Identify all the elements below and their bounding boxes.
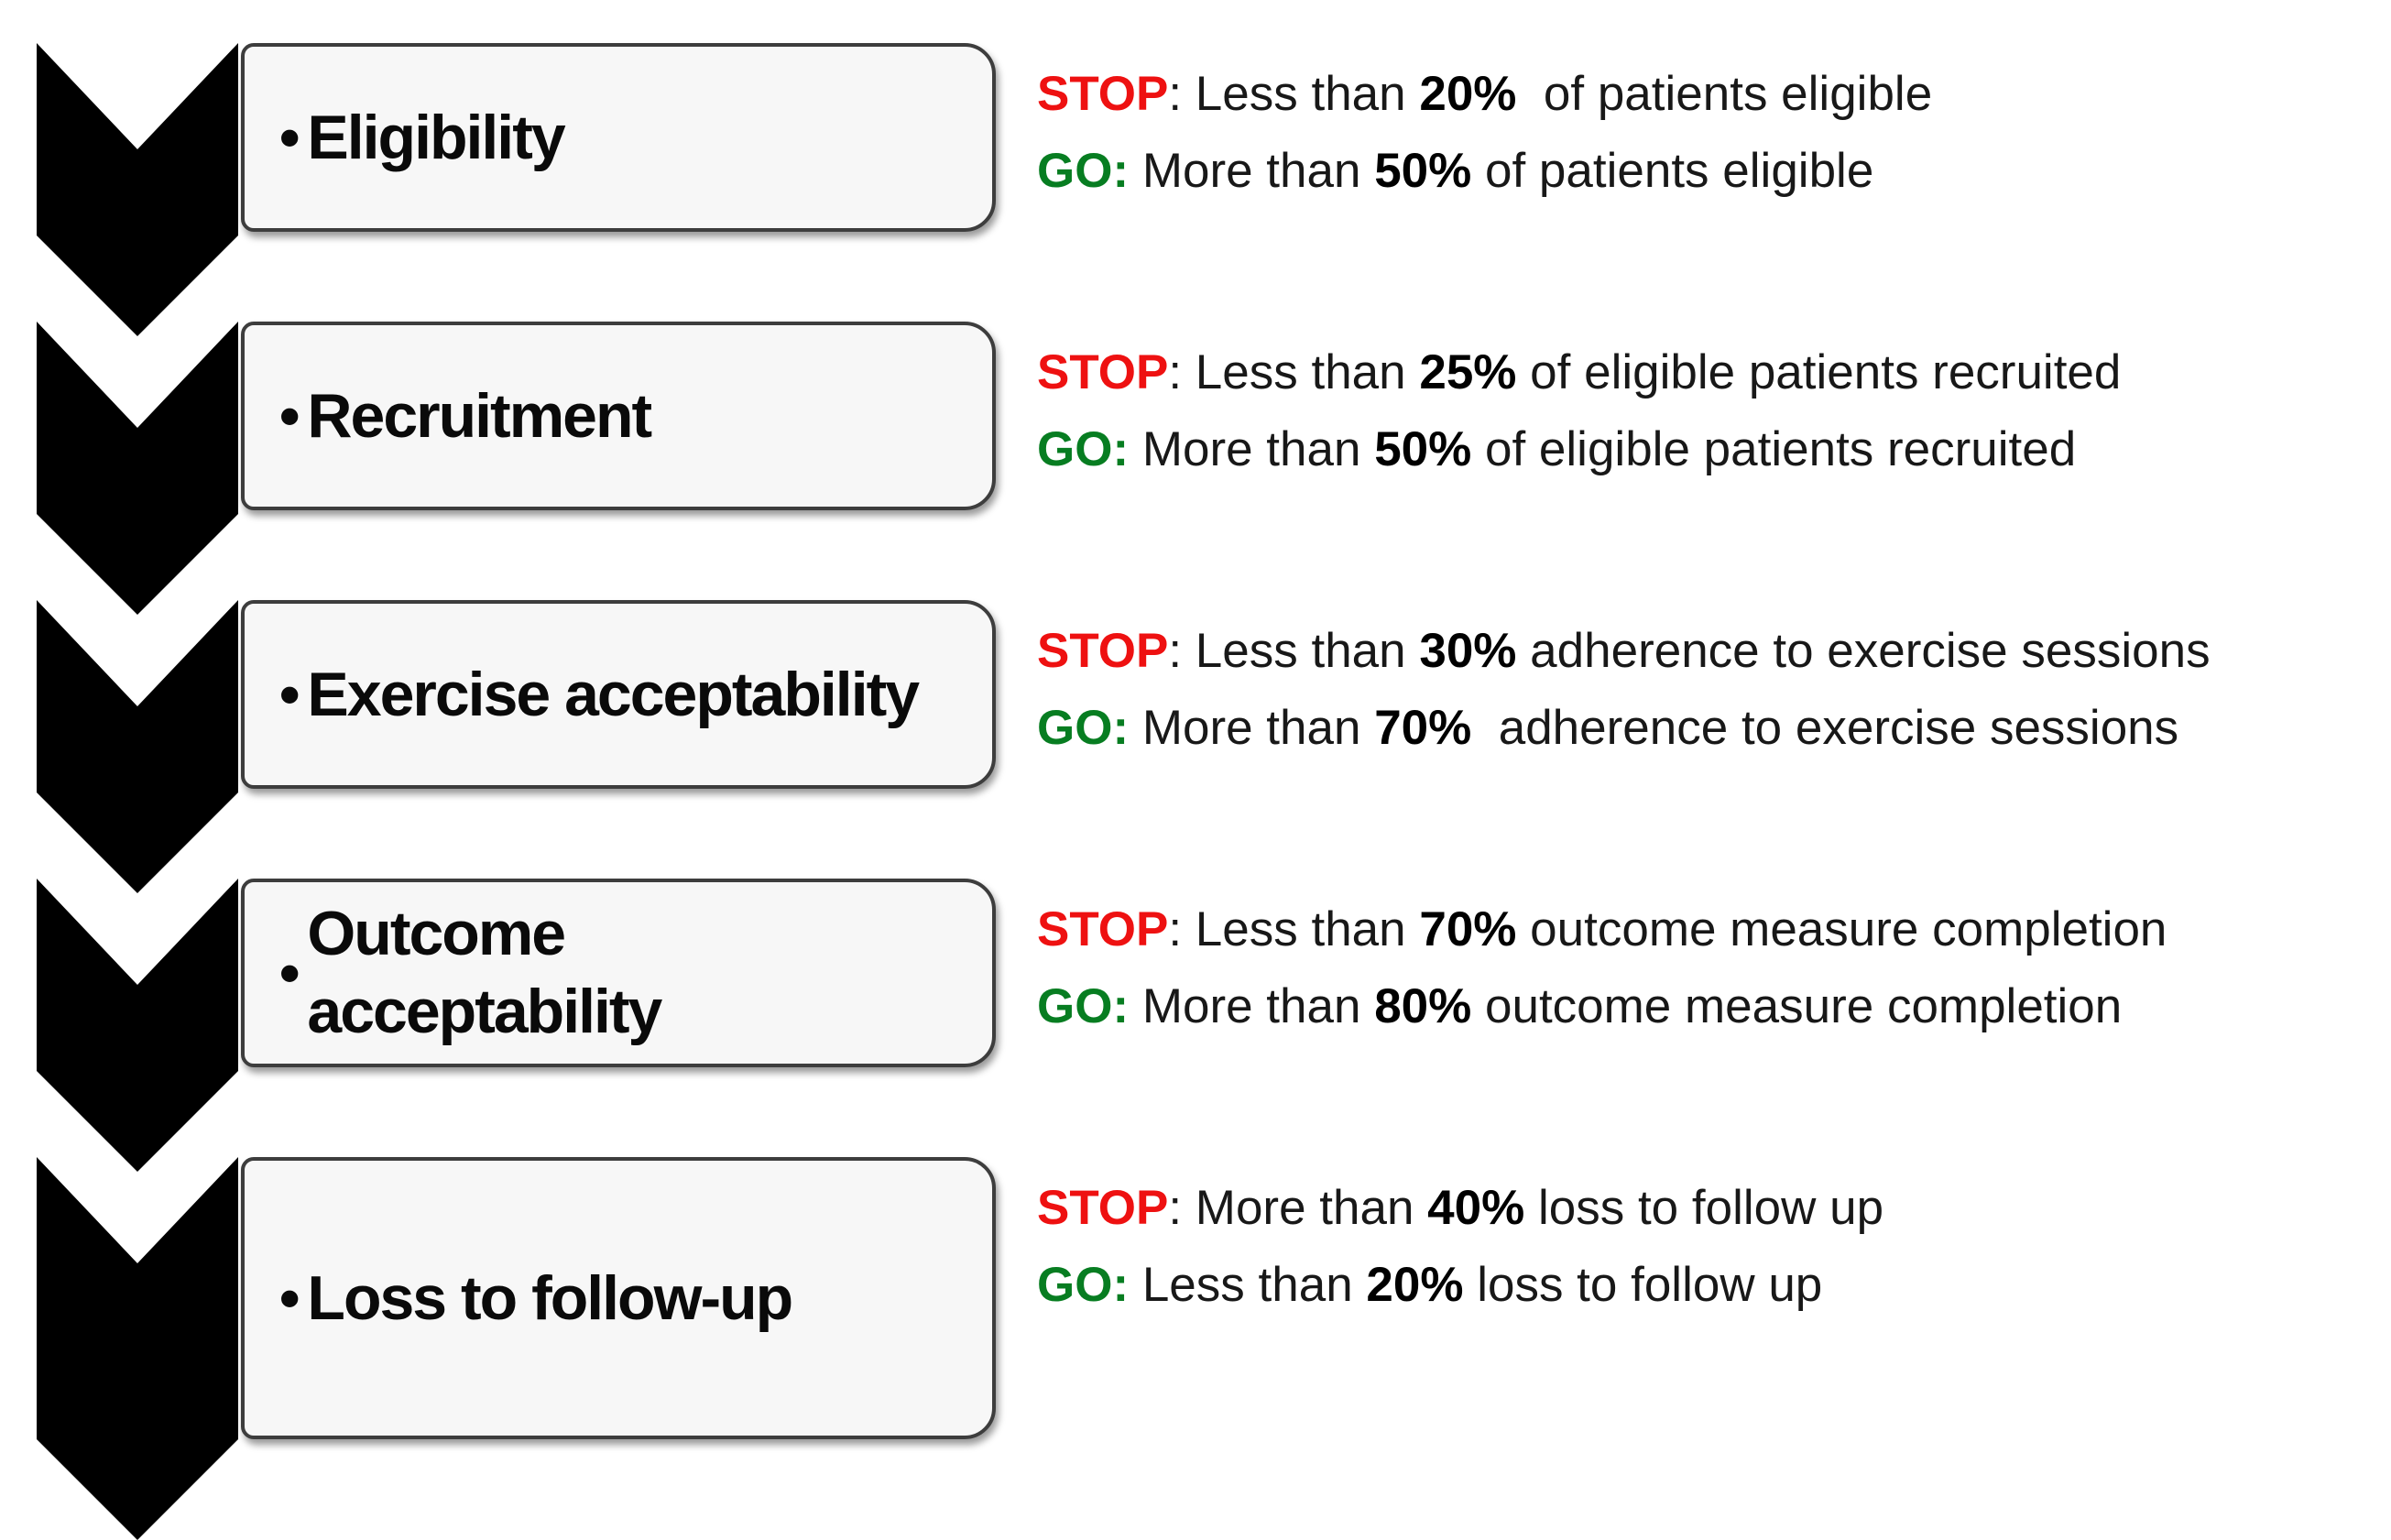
go-threshold: 80% xyxy=(1374,979,1472,1033)
stop-tag: STOP xyxy=(1037,1181,1169,1235)
step-label: Loss to follow-up xyxy=(307,1262,793,1333)
go-line: GO: More than 80% outcome measure comple… xyxy=(1037,968,2167,1045)
step-label: Eligibility xyxy=(307,102,565,172)
go-line: GO: More than 70% adherence to exercise … xyxy=(1037,690,2211,767)
step-label: Exercise acceptability xyxy=(307,659,920,729)
stop-line: STOP: More than 40% loss to follow up xyxy=(1037,1170,1883,1247)
go-text-post: of eligible patients recruited xyxy=(1471,422,2077,476)
stop-text-post: outcome measure completion xyxy=(1516,902,2167,956)
go-text-pre: Less than xyxy=(1129,1258,1367,1312)
go-threshold: 20% xyxy=(1366,1258,1464,1312)
criteria-block: STOP: Less than 20% of patients eligible… xyxy=(1037,56,1932,210)
go-tag: GO: xyxy=(1037,422,1130,476)
go-tag: GO: xyxy=(1037,144,1130,198)
stop-colon: : xyxy=(1168,67,1183,121)
go-text-pre: More than xyxy=(1129,422,1375,476)
stop-threshold: 25% xyxy=(1419,345,1517,399)
chevron-down-icon xyxy=(37,43,238,336)
step-label: Outcome acceptability xyxy=(307,899,662,1046)
go-text-pre: More than xyxy=(1129,979,1375,1033)
stop-text-pre: More than xyxy=(1182,1181,1428,1235)
stop-text-pre: Less than xyxy=(1182,67,1420,121)
go-threshold: 50% xyxy=(1374,422,1472,476)
stop-tag: STOP xyxy=(1037,902,1169,956)
bullet-marker: • xyxy=(279,1265,300,1331)
go-text-post: of patients eligible xyxy=(1471,144,1874,198)
stop-text-pre: Less than xyxy=(1182,624,1420,678)
go-tag: GO: xyxy=(1037,979,1130,1033)
criteria-block: STOP: Less than 70% outcome measure comp… xyxy=(1037,891,2167,1045)
chevron-down-icon xyxy=(37,879,238,1172)
criteria-block: STOP: Less than 25% of eligible patients… xyxy=(1037,334,2121,488)
stop-line: STOP: Less than 25% of eligible patients… xyxy=(1037,334,2121,411)
stop-threshold: 40% xyxy=(1427,1181,1525,1235)
stop-line: STOP: Less than 30% adherence to exercis… xyxy=(1037,613,2211,690)
chevron-down-icon xyxy=(37,1157,238,1540)
go-line: GO: More than 50% of eligible patients r… xyxy=(1037,411,2121,488)
go-text-pre: More than xyxy=(1129,144,1375,198)
criteria-block: STOP: Less than 30% adherence to exercis… xyxy=(1037,613,2211,767)
stop-text-post: of eligible patients recruited xyxy=(1516,345,2122,399)
stop-text-post: loss to follow up xyxy=(1524,1181,1884,1235)
go-text-post: loss to follow up xyxy=(1463,1258,1823,1312)
stop-threshold: 70% xyxy=(1419,902,1517,956)
stop-text-post: of patients eligible xyxy=(1516,67,1933,121)
go-text-pre: More than xyxy=(1129,701,1375,755)
step-label: Recruitment xyxy=(307,380,652,451)
bullet-marker: • xyxy=(279,940,300,1006)
stop-colon: : xyxy=(1168,345,1183,399)
stop-tag: STOP xyxy=(1037,67,1169,121)
stop-tag: STOP xyxy=(1037,624,1169,678)
stop-line: STOP: Less than 70% outcome measure comp… xyxy=(1037,891,2167,968)
chevron-down-icon xyxy=(37,600,238,893)
go-threshold: 70% xyxy=(1374,701,1472,755)
go-tag: GO: xyxy=(1037,1258,1130,1312)
step-box-outcome-acceptability: • Outcome acceptability xyxy=(241,879,996,1067)
go-line: GO: More than 50% of patients eligible xyxy=(1037,133,1932,210)
go-tag: GO: xyxy=(1037,701,1130,755)
step-box-exercise-acceptability: • Exercise acceptability xyxy=(241,600,996,789)
stop-text-post: adherence to exercise sessions xyxy=(1516,624,2211,678)
stop-text-pre: Less than xyxy=(1182,902,1420,956)
go-text-post: adherence to exercise sessions xyxy=(1471,701,2179,755)
go-threshold: 50% xyxy=(1374,144,1472,198)
chevron-down-icon xyxy=(37,322,238,615)
stop-text-pre: Less than xyxy=(1182,345,1420,399)
stop-colon: : xyxy=(1168,624,1183,678)
stop-line: STOP: Less than 20% of patients eligible xyxy=(1037,56,1932,133)
stop-tag: STOP xyxy=(1037,345,1169,399)
stop-threshold: 30% xyxy=(1419,624,1517,678)
go-line: GO: Less than 20% loss to follow up xyxy=(1037,1247,1883,1324)
step-box-loss-to-follow-up: • Loss to follow-up xyxy=(241,1157,996,1439)
bullet-marker: • xyxy=(279,661,300,727)
go-text-post: outcome measure completion xyxy=(1471,979,2123,1033)
stop-colon: : xyxy=(1168,902,1183,956)
step-box-eligibility: • Eligibility xyxy=(241,43,996,232)
bullet-marker: • xyxy=(279,104,300,170)
stop-colon: : xyxy=(1168,1181,1183,1235)
bullet-marker: • xyxy=(279,383,300,449)
stop-threshold: 20% xyxy=(1419,67,1517,121)
criteria-block: STOP: More than 40% loss to follow up GO… xyxy=(1037,1170,1883,1324)
step-box-recruitment: • Recruitment xyxy=(241,322,996,510)
